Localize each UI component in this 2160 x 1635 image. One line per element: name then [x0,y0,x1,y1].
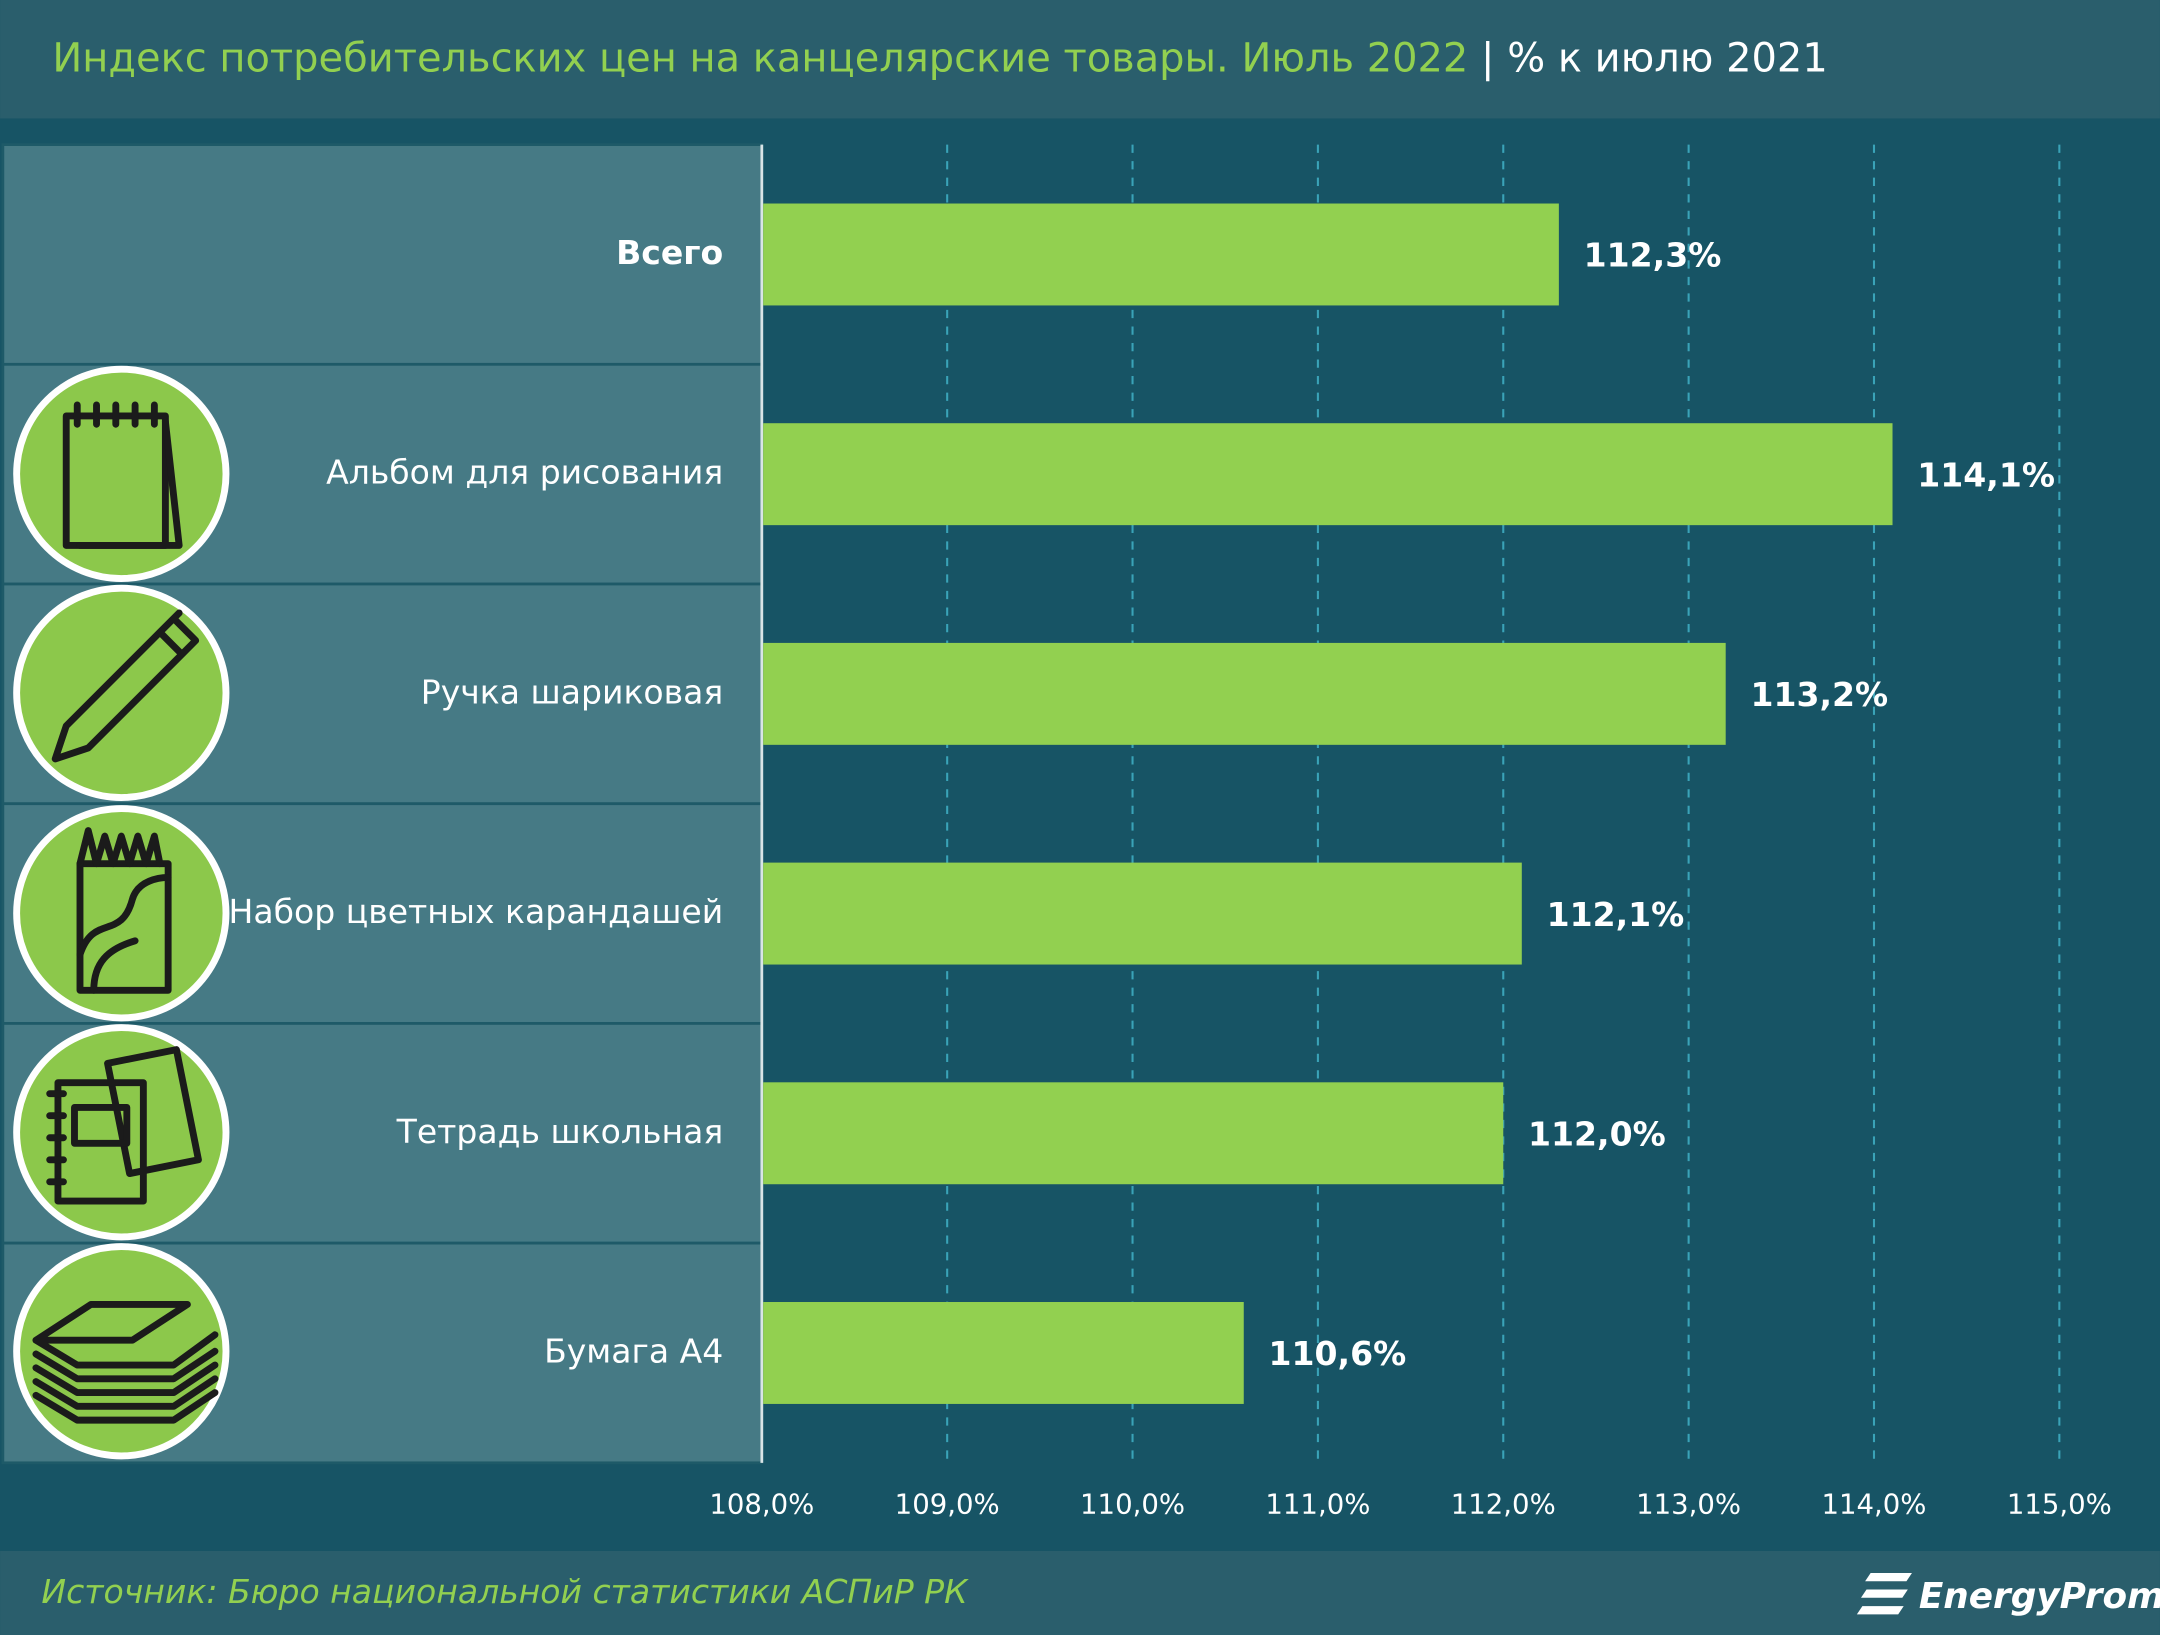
value-label: 112,3% [1584,236,1722,275]
x-tick-label: 115,0% [2007,1489,2112,1521]
x-tick-label: 111,0% [1265,1489,1370,1521]
footer-bg [0,1550,2160,1635]
value-label: 112,0% [1528,1115,1666,1154]
category-label: Ручка шариковая [421,672,723,711]
logo-mark [1856,1573,1912,1615]
category-panel [1,143,2061,1465]
category-label: Набор цветных карандашей [229,892,724,931]
value-label: 112,1% [1547,895,1685,934]
icon-album [13,365,230,582]
x-tick-label: 112,0% [1451,1489,1556,1521]
separator: | [1468,36,1507,82]
icon-paper [13,1243,230,1460]
x-tick-label: 110,0% [1080,1489,1185,1521]
bar [763,423,1893,526]
brand-logo: EnergyProm [1856,1573,2160,1617]
x-tick-label: 114,0% [1821,1489,1926,1521]
bar [763,642,1726,745]
bar [763,862,1522,965]
value-label: 113,2% [1750,675,1888,714]
header-bg [0,0,2160,119]
chart-subtitle: % к июлю 2021 [1507,36,1828,82]
icon-notebook [13,1024,230,1241]
icons [13,365,230,1460]
value-label: 110,6% [1269,1334,1407,1373]
bar [763,1302,1244,1404]
category-label: Тетрадь школьная [396,1112,724,1151]
bar [763,1082,1504,1185]
x-tick-label: 113,0% [1636,1489,1741,1521]
category-label: Бумага А4 [544,1331,723,1370]
icon-pen [13,584,230,801]
icon-pencils [13,805,230,1022]
chart-title-line: Индекс потребительских цен на канцелярск… [52,36,1827,82]
category-label: Всего [616,233,723,272]
value-label: 114,1% [1917,455,2055,494]
source: Источник: Бюро национальной статистики А… [41,1572,969,1611]
category-label: Альбом для рисования [326,453,723,492]
x-tick-label: 108,0% [709,1489,814,1521]
brand: EnergyProm [1919,1576,2160,1617]
chart-title: Индекс потребительских цен на канцелярск… [52,36,1468,82]
bar [763,203,1559,306]
x-tick-label: 109,0% [895,1489,1000,1521]
